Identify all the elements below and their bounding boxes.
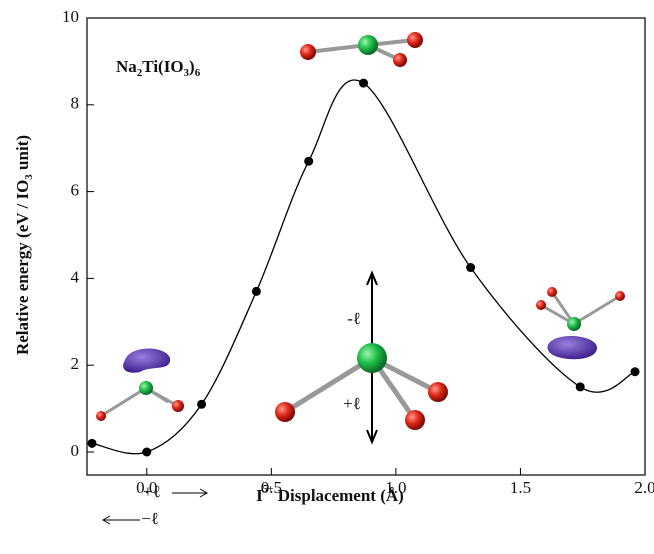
y-tick-label: 0 [71, 441, 80, 460]
data-point [630, 367, 640, 377]
annotation: -ℓ [347, 309, 361, 328]
molecule [300, 32, 423, 67]
annotation: +ℓ [143, 482, 161, 501]
arrow [101, 515, 140, 525]
plot-frame [86, 17, 646, 476]
y-axis-label: Relative energy (eV / IO3 unit) [13, 135, 35, 355]
x-axis-label: I5+ Displacement (Å) [256, 484, 404, 505]
y-tick-label: 10 [62, 7, 79, 26]
y-tick-label: 2 [71, 354, 80, 373]
data-point [304, 156, 314, 166]
data-point [251, 286, 261, 296]
data-point [466, 263, 476, 273]
data-point [197, 399, 207, 409]
data-point [87, 438, 97, 448]
y-tick-label: 8 [71, 94, 80, 113]
x-tick-label: 0.0 [136, 478, 157, 497]
molecule [536, 287, 625, 360]
curve [91, 79, 636, 455]
data-point [142, 447, 152, 457]
data-point [359, 78, 369, 88]
molecule [275, 343, 448, 430]
x-tick-label: 1.0 [385, 478, 406, 497]
y-tick-label: 6 [71, 181, 80, 200]
x-tick-label: 1.5 [510, 478, 531, 497]
data-point [575, 382, 585, 392]
x-tick-label: 2.0 [634, 478, 654, 497]
molecule [96, 348, 184, 421]
arrow [172, 488, 209, 498]
chart-title: Na2Ti(IO3)6 [116, 57, 201, 79]
annotation: −ℓ [141, 509, 159, 528]
x-tick-label: 0.5 [261, 478, 282, 497]
y-tick-label: 4 [71, 267, 80, 286]
annotation: +ℓ [343, 394, 361, 413]
